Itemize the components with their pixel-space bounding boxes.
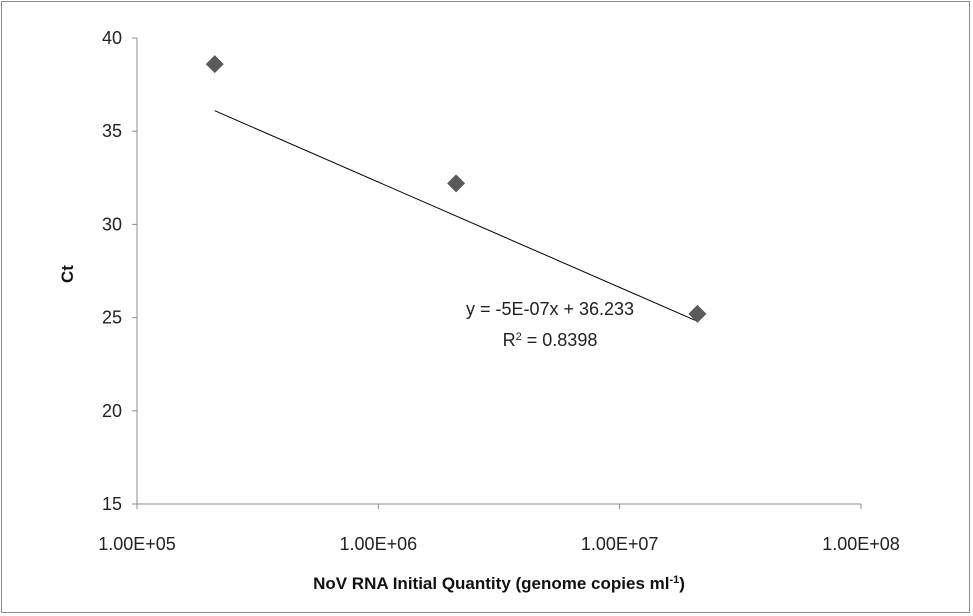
trendline-equation: y = -5E-07x + 36.233	[466, 299, 634, 319]
x-axis-title-main: NoV RNA Initial Quantity (genome copies …	[313, 574, 669, 593]
x-axis-title-superscript: -1	[669, 574, 679, 586]
y-axis-title: Ct	[58, 265, 77, 283]
data-points	[205, 55, 707, 323]
data-point	[688, 304, 707, 323]
y-tick-label: 15	[102, 494, 122, 514]
y-tick-label: 30	[102, 214, 122, 234]
r2-value: = 0.8398	[522, 330, 598, 350]
trendline	[214, 110, 698, 322]
data-point	[447, 174, 466, 193]
y-tick-label: 40	[102, 28, 122, 48]
y-tick-label: 20	[102, 401, 122, 421]
y-tick-label: 35	[102, 121, 122, 141]
x-tick-label: 1.00E+08	[822, 534, 900, 554]
r2-superscript: 2	[516, 331, 522, 343]
axes	[136, 38, 861, 505]
x-axis-title: NoV RNA Initial Quantity (genome copies …	[313, 574, 685, 593]
trendline-r-squared: R2 = 0.8398	[503, 330, 598, 350]
x-axis-title-end: )	[679, 574, 685, 593]
r2-prefix: R	[503, 330, 516, 350]
data-point	[205, 55, 224, 74]
x-tick-label: 1.00E+07	[581, 534, 659, 554]
x-tick-label: 1.00E+05	[98, 534, 176, 554]
y-tick-label: 25	[102, 308, 122, 328]
x-tick-label: 1.00E+06	[340, 534, 418, 554]
ticks: 15 20 25 30 35 40 1.00E+05 1.00E+06 1.00E+07 1.00…	[98, 28, 900, 554]
trendline-group	[214, 110, 698, 322]
